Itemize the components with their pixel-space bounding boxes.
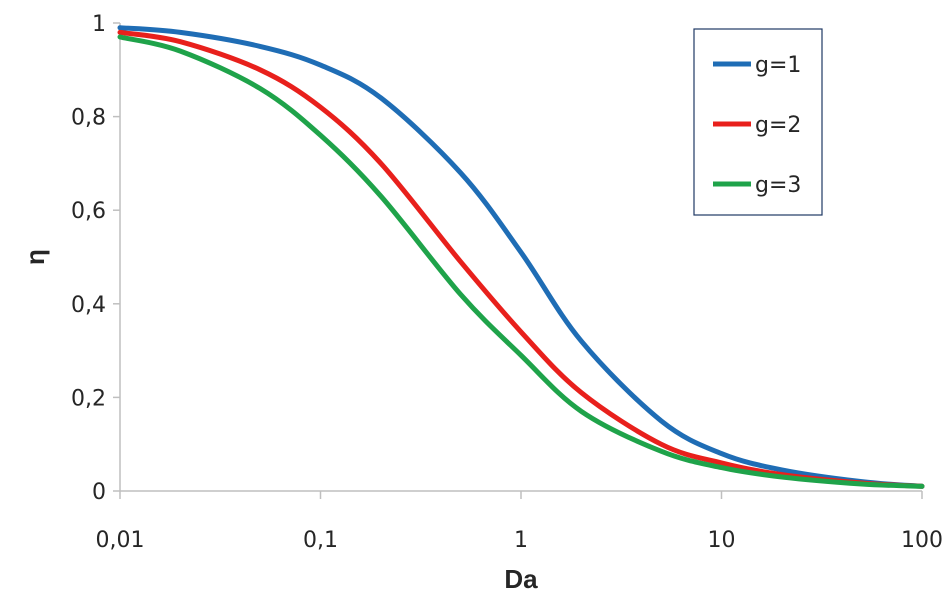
x-tick-label: 100: [901, 528, 943, 553]
y-tick-label: 0,4: [71, 293, 106, 318]
legend: g=1 g=2 g=3: [693, 28, 823, 216]
y-tick-label: 0: [92, 480, 106, 505]
legend-label: g=3: [755, 173, 801, 198]
y-tick-label: 1: [92, 12, 106, 37]
series-line-g2: [117, 29, 925, 489]
series-line-g1: [117, 25, 925, 489]
x-tick-label: 0,01: [96, 528, 145, 553]
x-axis-ticks: 0,01 0,1 1 10 100: [96, 491, 943, 553]
y-axis-title: η: [20, 249, 50, 265]
y-tick-label: 0,8: [71, 106, 106, 131]
x-tick-label: 10: [708, 528, 736, 553]
y-tick-label: 0,2: [71, 386, 106, 411]
x-axis-title: Da: [504, 564, 538, 594]
y-tick-label: 0,6: [71, 199, 106, 224]
series-line-g3: [117, 34, 925, 489]
y-axis-ticks: 0 0,2 0,4 0,6 0,8 1: [71, 12, 120, 505]
series-layer: [117, 25, 925, 489]
x-tick-label: 0,1: [303, 528, 338, 553]
x-tick-label: 1: [514, 528, 528, 553]
legend-label: g=1: [755, 53, 801, 78]
legend-label: g=2: [755, 113, 801, 138]
